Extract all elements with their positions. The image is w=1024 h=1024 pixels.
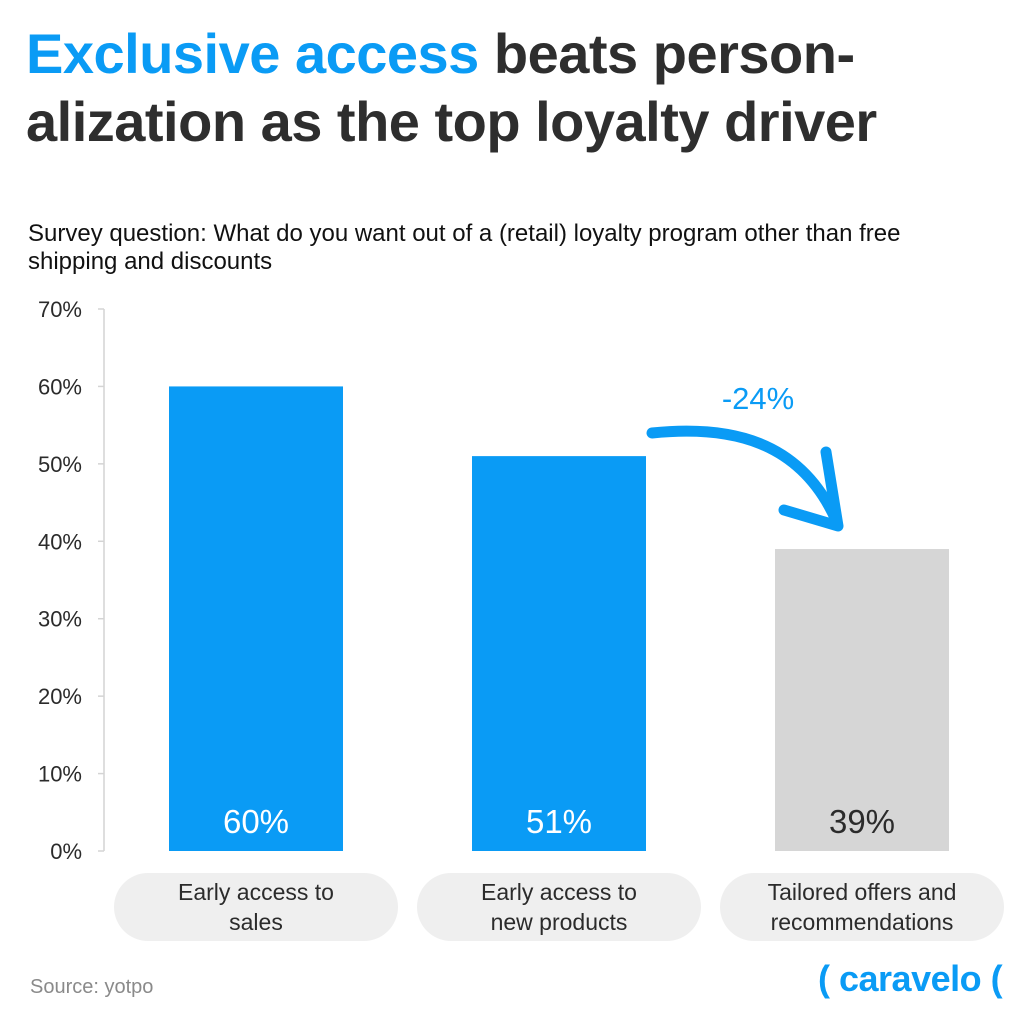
category-label: recommendations — [771, 909, 954, 935]
y-tick-label: 40% — [38, 529, 82, 554]
y-tick-label: 10% — [38, 762, 82, 787]
annotation-arrowhead — [778, 446, 844, 532]
y-tick-label: 60% — [38, 374, 82, 399]
source-note: Source: yotpo — [30, 976, 154, 998]
category-label-background — [417, 873, 701, 941]
category-label-background — [720, 873, 1004, 941]
bar-chart: 0% 10% 20% 30% 40% 50% 60% 70% 60% Early access t… — [38, 297, 1004, 941]
category-label: Early access to — [481, 879, 637, 905]
bar — [472, 456, 646, 851]
bar-value-label: 39% — [829, 803, 895, 840]
y-tick-label: 30% — [38, 607, 82, 632]
y-tick-label: 20% — [38, 684, 82, 709]
category-label: sales — [229, 909, 283, 935]
y-tick-label: 0% — [50, 839, 82, 864]
bar-value-label: 60% — [223, 803, 289, 840]
y-tick-label: 70% — [38, 297, 82, 322]
bar — [775, 549, 949, 851]
category-label: new products — [491, 909, 628, 935]
title-rest-line1: beats person- — [478, 22, 855, 85]
category-label: Early access to — [178, 879, 334, 905]
y-tick-label: 50% — [38, 452, 82, 477]
chart-title: Exclusive access beats person-alization … — [26, 20, 1006, 156]
bar-value-label: 51% — [526, 803, 592, 840]
bar — [169, 386, 343, 851]
chart-subtitle: Survey question: What do you want out of… — [28, 220, 901, 275]
category-label-background — [114, 873, 398, 941]
category-label: Tailored offers and — [768, 879, 957, 905]
brand-logo: ( caravelo ( — [818, 958, 1003, 999]
annotation-arrow — [646, 425, 842, 526]
annotation-label: -24% — [722, 381, 794, 416]
title-highlight: Exclusive access — [26, 22, 479, 85]
title-line2: alization as the top loyalty driver — [26, 90, 877, 153]
